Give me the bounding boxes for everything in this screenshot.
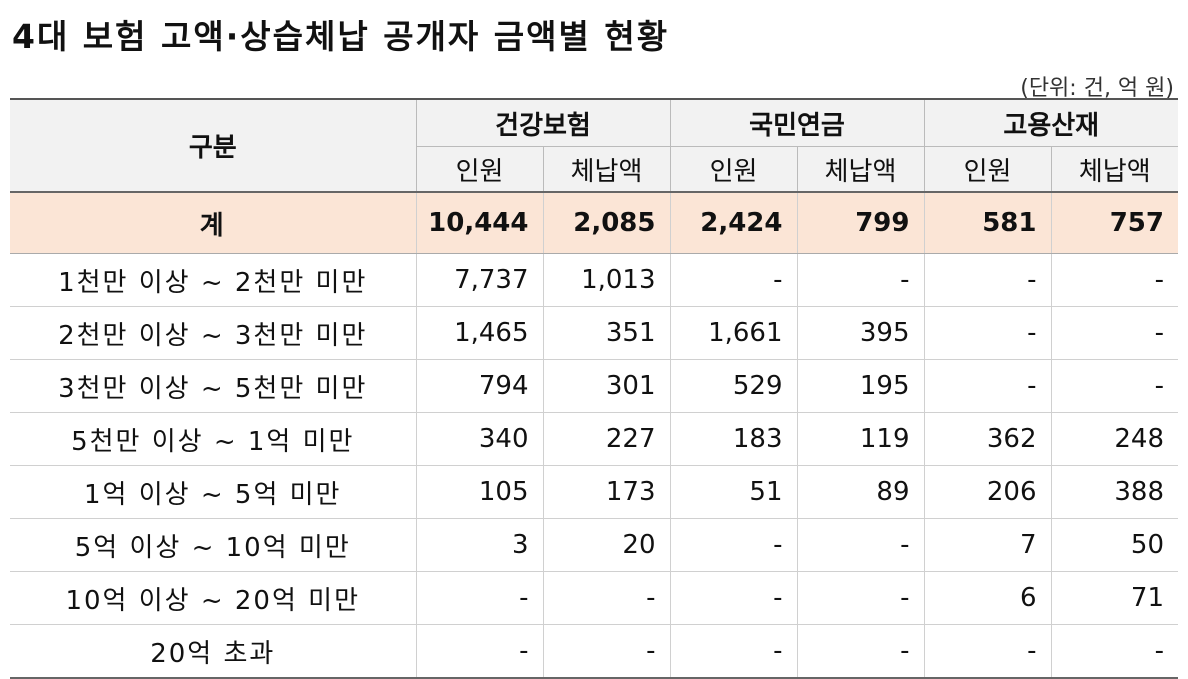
row-label: 1억 이상 ~ 5억 미만 [10, 465, 416, 519]
table-cell: 3 [415, 518, 543, 572]
table-cell: 50 [1050, 518, 1178, 572]
table-cell: - [796, 624, 924, 679]
row-label: 5억 이상 ~ 10억 미만 [10, 518, 416, 572]
table-cell: 1,465 [415, 306, 543, 360]
table-row: 2천만 이상 ~ 3천만 미만 1,465 351 1,661 395 - - [10, 306, 1178, 360]
table-cell: 794 [415, 359, 543, 413]
table-cell: - [1050, 306, 1178, 360]
header-subcol: 체납액 [542, 146, 670, 193]
table-cell: - [669, 624, 797, 679]
table-cell: 529 [669, 359, 797, 413]
table-cell: - [923, 359, 1051, 413]
header-subcol: 체납액 [1050, 146, 1178, 193]
page-title: 4대 보험 고액·상습체납 공개자 금액별 현황 [12, 17, 670, 56]
table-cell: - [1050, 253, 1178, 307]
row-label: 5천만 이상 ~ 1억 미만 [10, 412, 416, 466]
header-category: 구분 [10, 98, 416, 193]
table-cell: 71 [1050, 571, 1178, 625]
table-cell: - [669, 571, 797, 625]
table-cell: 388 [1050, 465, 1178, 519]
table-cell: 51 [669, 465, 797, 519]
table-cell: 20 [542, 518, 670, 572]
table-cell: 340 [415, 412, 543, 466]
row-label: 2천만 이상 ~ 3천만 미만 [10, 306, 416, 360]
table-cell: - [796, 253, 924, 307]
table-cell: - [542, 624, 670, 679]
table-cell: 119 [796, 412, 924, 466]
table-row: 1천만 이상 ~ 2천만 미만 7,737 1,013 - - - - [10, 253, 1178, 307]
table-cell: - [923, 253, 1051, 307]
table-cell: - [923, 624, 1051, 679]
table-cell: 301 [542, 359, 670, 413]
table-cell: 206 [923, 465, 1051, 519]
table-cell: 89 [796, 465, 924, 519]
table-cell: 395 [796, 306, 924, 360]
table-cell: 1,661 [669, 306, 797, 360]
table-cell: - [1050, 359, 1178, 413]
table-cell: 7 [923, 518, 1051, 572]
table-cell: - [796, 518, 924, 572]
table-cell: 227 [542, 412, 670, 466]
table-row: 1억 이상 ~ 5억 미만 105 173 51 89 206 388 [10, 465, 1178, 519]
header-group-health: 건강보험 [415, 98, 670, 147]
header-subcol: 인원 [669, 146, 797, 193]
table-cell: 1,013 [542, 253, 670, 307]
header-subcol: 인원 [923, 146, 1051, 193]
table-cell: 173 [542, 465, 670, 519]
table-cell: - [415, 624, 543, 679]
table-cell: 6 [923, 571, 1051, 625]
table-row: 5천만 이상 ~ 1억 미만 340 227 183 119 362 248 [10, 412, 1178, 466]
header-group-pension: 국민연금 [669, 98, 924, 147]
table-cell: - [415, 571, 543, 625]
delinquency-table: 구분 건강보험 국민연금 고용산재 인원 체납액 인원 체납액 인원 체납액 계… [10, 98, 1178, 679]
table-cell: 799 [796, 192, 924, 254]
total-label: 계 [10, 192, 416, 254]
header-group-employment: 고용산재 [923, 98, 1178, 147]
table-cell: 2,085 [542, 192, 670, 254]
table-cell: 10,444 [415, 192, 543, 254]
header-row-subcols: 인원 체납액 인원 체납액 인원 체납액 [10, 146, 1178, 193]
table-cell: - [542, 571, 670, 625]
table-cell: 581 [923, 192, 1051, 254]
header-row-groups: 구분 건강보험 국민연금 고용산재 [10, 98, 1178, 193]
table-cell: 105 [415, 465, 543, 519]
table-row: 5억 이상 ~ 10억 미만 3 20 - - 7 50 [10, 518, 1178, 572]
row-label: 1천만 이상 ~ 2천만 미만 [10, 253, 416, 307]
table-cell: - [669, 253, 797, 307]
row-label: 20억 초과 [10, 624, 416, 679]
table-cell: 183 [669, 412, 797, 466]
table-row: 20억 초과 - - - - - - [10, 624, 1178, 679]
total-row: 계 10,444 2,085 2,424 799 581 757 [10, 192, 1178, 254]
table-cell: - [796, 571, 924, 625]
table-row: 10억 이상 ~ 20억 미만 - - - - 6 71 [10, 571, 1178, 625]
table-cell: 351 [542, 306, 670, 360]
table-cell: 195 [796, 359, 924, 413]
table-cell: - [1050, 624, 1178, 679]
header-subcol: 인원 [415, 146, 543, 193]
table-row: 3천만 이상 ~ 5천만 미만 794 301 529 195 - - [10, 359, 1178, 413]
table-cell: - [923, 306, 1051, 360]
table-cell: 2,424 [669, 192, 797, 254]
unit-note: (단위: 건, 억 원) [1020, 76, 1174, 101]
header-subcol: 체납액 [796, 146, 924, 193]
table-cell: 757 [1050, 192, 1178, 254]
row-label: 10억 이상 ~ 20억 미만 [10, 571, 416, 625]
row-label: 3천만 이상 ~ 5천만 미만 [10, 359, 416, 413]
table-cell: 248 [1050, 412, 1178, 466]
table-cell: 7,737 [415, 253, 543, 307]
table-cell: - [669, 518, 797, 572]
table-cell: 362 [923, 412, 1051, 466]
